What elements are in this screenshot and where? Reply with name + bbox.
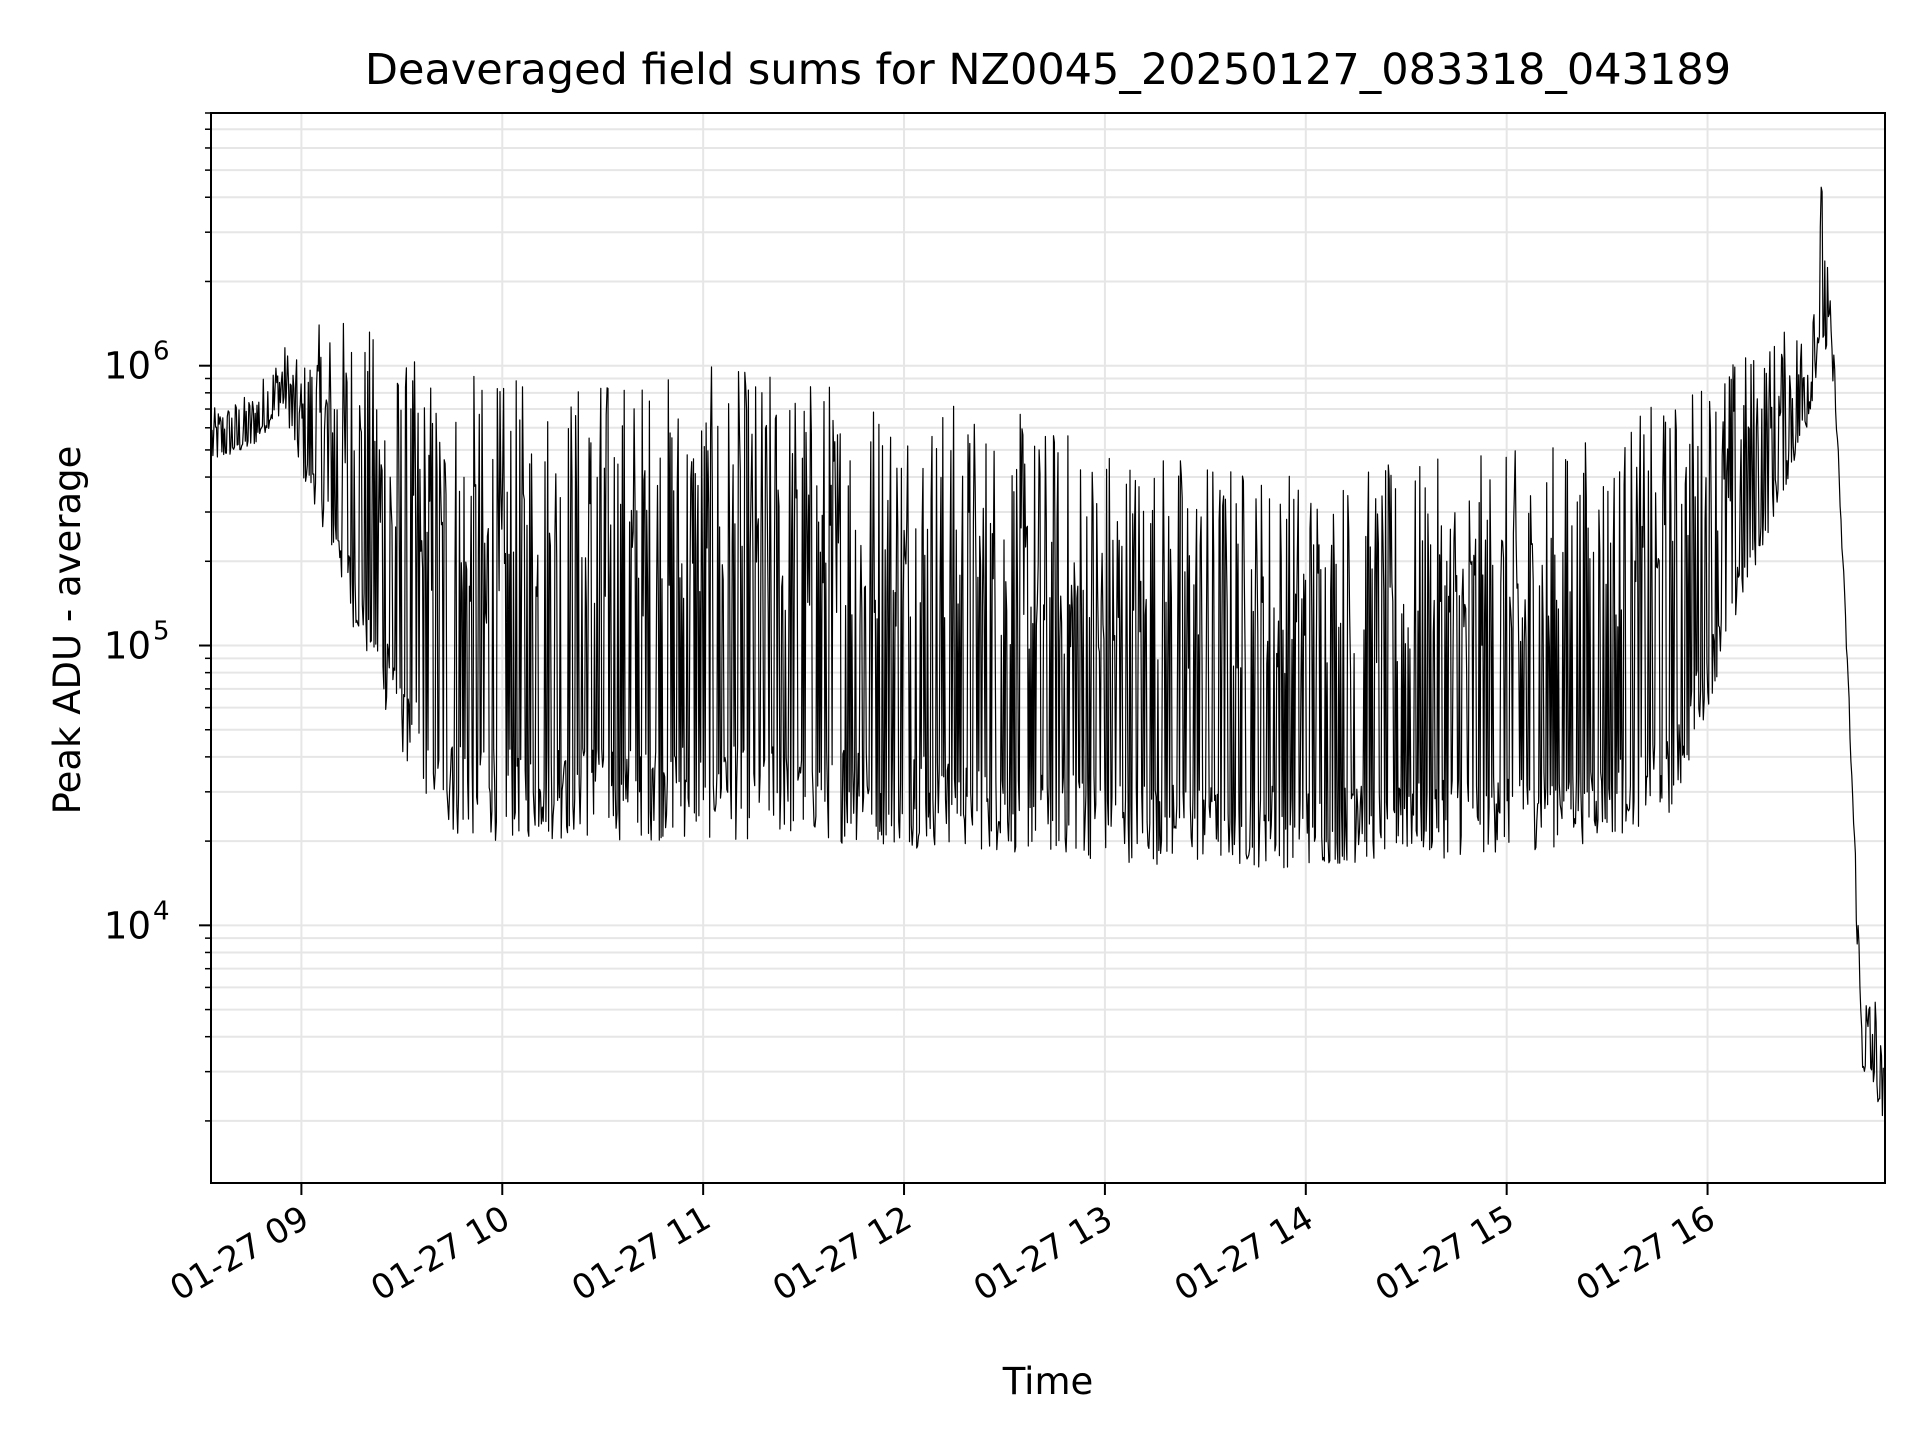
series-line <box>211 186 1884 1117</box>
plot-frame <box>210 112 1886 1184</box>
y-axis-label: Peak ADU - average <box>46 446 89 815</box>
chart-title: Deaveraged field sums for NZ0045_2025012… <box>365 45 1731 95</box>
x-axis-label: Time <box>1002 1360 1094 1403</box>
y-tick-label-exponent: 4 <box>153 896 170 926</box>
y-tick-label-exponent: 5 <box>153 617 170 647</box>
y-tick-label: 10 <box>104 625 151 668</box>
y-tick-label-exponent: 6 <box>153 337 170 367</box>
series-layer <box>211 186 1884 1117</box>
y-tick-label: 10 <box>104 904 151 947</box>
grid <box>211 112 1885 1183</box>
y-tick-label: 10 <box>104 345 151 388</box>
